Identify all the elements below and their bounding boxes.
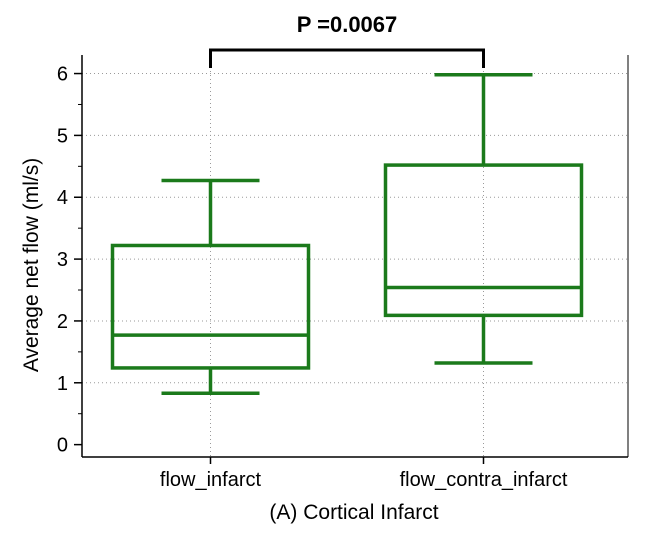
p-value-label: P =0.0067 [297,12,398,37]
grid-layer [82,55,628,457]
axes: 0 1 2 3 4 5 6 flow_infarct flow_contra_infarct [57,55,629,491]
significance-annotation: P =0.0067 [209,12,485,68]
y-tick-label: 2 [57,311,68,333]
y-tick-label: 6 [57,64,68,86]
x-tick-label: flow_infarct [160,469,262,491]
y-tick-label: 1 [57,373,68,395]
y-tick-label: 3 [57,249,68,271]
y-tick-label: 0 [57,435,68,457]
y-axis-label: Average net flow (ml/s) [20,158,43,372]
x-axis-label: (A) Cortical Infarct [269,501,438,524]
y-tick-label: 4 [57,187,68,209]
box-flow_contra_infarct [383,73,584,365]
x-tick-label: flow_contra_infarct [400,469,568,491]
box-flow_infarct [110,178,311,396]
box-iqr [383,163,584,318]
box-series [110,73,584,396]
box-iqr [110,243,311,370]
y-tick-label: 5 [57,125,68,147]
significance-bracket [209,48,485,68]
